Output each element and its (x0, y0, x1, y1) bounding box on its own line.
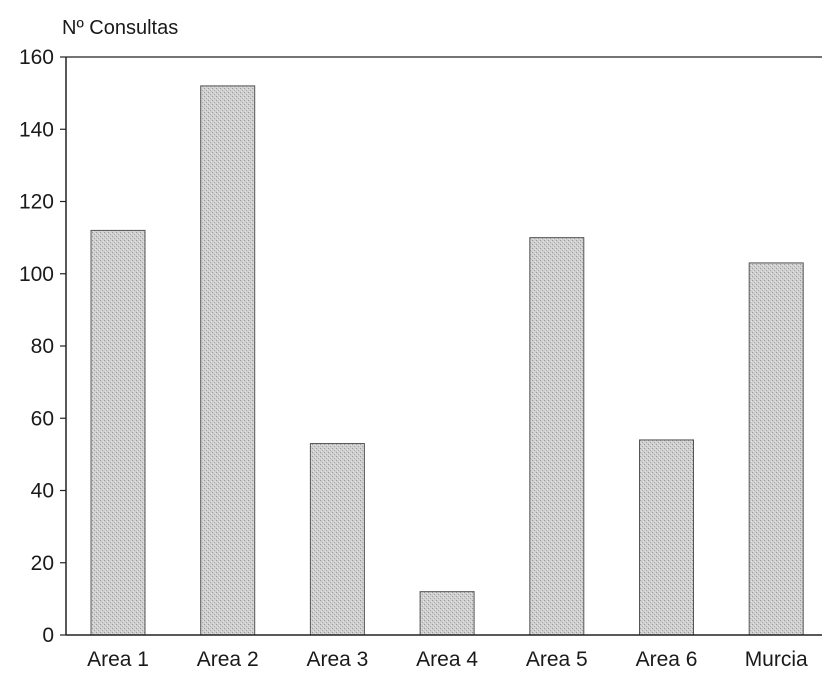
x-axis-labels: Area 1 Area 2 Area 3 Area 4 Area 5 Area 6 Murc… (87, 648, 808, 671)
bar-area-4 (419, 591, 475, 636)
bar-area-1 (90, 229, 146, 636)
bar-area-5 (529, 237, 585, 636)
x-category-label: Area 6 (636, 648, 698, 671)
bar-area-3 (309, 443, 365, 636)
y-tick-label: 40 (31, 480, 54, 503)
y-axis-ticks: 0 20 40 60 80 100 120 140 160 (19, 46, 66, 647)
y-tick-label: 60 (31, 407, 54, 430)
x-category-label: Area 2 (197, 648, 259, 671)
bar-area-6 (639, 439, 694, 636)
y-tick-label: 100 (19, 263, 54, 286)
y-tick-label: 20 (31, 552, 54, 575)
x-category-label: Murcia (745, 648, 808, 671)
y-tick-label: 80 (31, 335, 54, 358)
y-tick-label: 140 (19, 118, 54, 141)
bars (90, 85, 804, 636)
x-category-label: Area 3 (306, 648, 368, 671)
bar-area-2 (200, 85, 256, 636)
x-category-label: Area 5 (526, 648, 588, 671)
x-category-label: Area 1 (87, 648, 149, 671)
x-category-label: Area 4 (416, 648, 478, 671)
y-tick-label: 160 (19, 46, 54, 69)
y-tick-label: 0 (42, 624, 54, 647)
y-axis-title: Nº Consultas (62, 17, 178, 39)
y-tick-label: 120 (19, 191, 54, 214)
bar-murcia (748, 262, 804, 636)
